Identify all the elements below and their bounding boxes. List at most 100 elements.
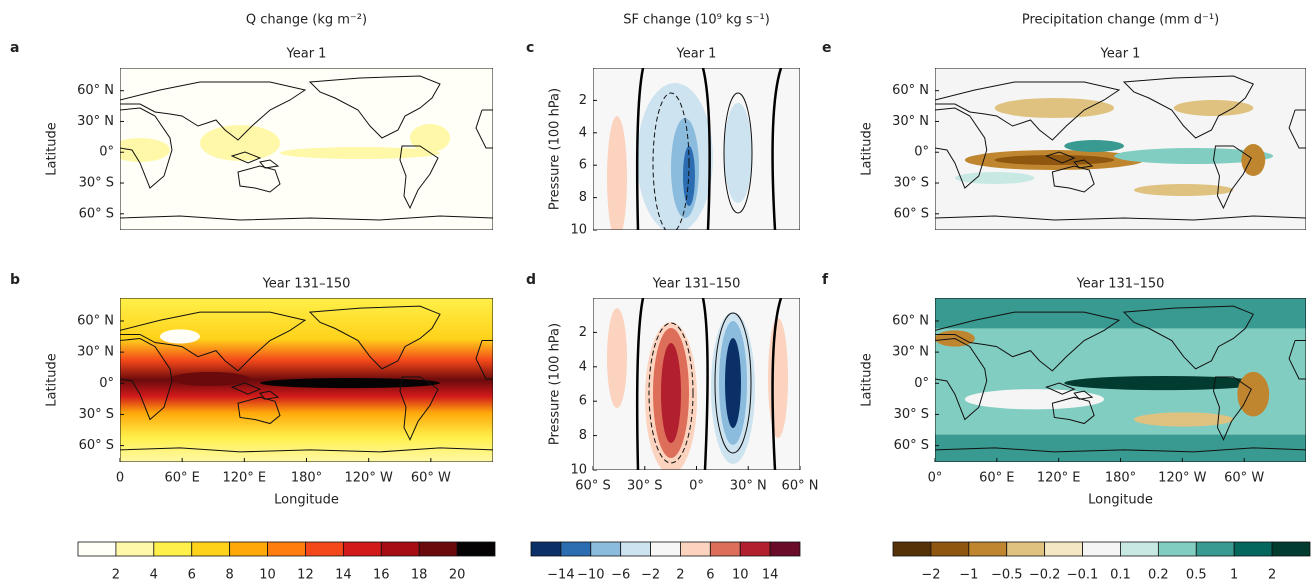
y-tick-label: 30° N [77,114,114,129]
colorbar-tick-label: −10 [577,568,604,583]
colorbar-swatch [892,541,932,557]
colorbar-swatch [77,541,117,557]
x-tick-label: 30° N [730,479,767,494]
x-tick-label: 30° S [627,479,662,494]
y-tick-label: 6 [579,394,587,409]
colorbar-swatch [267,541,306,557]
column-title: Q change (kg m⁻²) [246,13,367,28]
x-tick-label: 120° E [222,471,266,486]
panel-label: c [526,40,534,56]
colorbar-tick-label: −14 [547,568,574,583]
x-axis-label: Longitude [1088,493,1153,508]
panel-label: e [822,40,832,56]
colorbar-tick-label: −6 [611,568,630,583]
panel-subtitle: Year 131–150 [1076,277,1165,292]
y-tick-label: 30° S [894,407,929,422]
x-tick-label: 60° N [782,479,819,494]
colorbar-swatch [709,541,741,557]
y-tick-label: 2 [579,93,587,108]
x-tick-label: 120° W [1158,471,1206,486]
colorbar-tick-label: 20 [449,568,466,583]
panel-label: a [10,40,19,56]
map-e [935,68,1306,230]
colorbar-swatch [620,541,651,557]
x-tick-label: 120° E [1037,471,1081,486]
section-c [593,68,800,230]
colorbar-swatch [650,541,681,557]
panel-label: d [526,272,536,288]
y-tick-label: 30° S [79,176,114,191]
y-tick-label: 60° N [77,313,114,328]
colorbar-swatch [229,541,268,557]
colorbar-swatch [530,541,562,557]
y-axis-label: Latitude [45,353,60,407]
colorbar-tick-label: 1 [1230,568,1238,583]
x-tick-label: 0° [689,479,704,494]
colorbar-swatch [418,541,458,557]
x-tick-label: 180° [1105,471,1136,486]
y-tick-label: 30° N [892,114,929,129]
colorbar-tick-label: 0.1 [1110,568,1131,583]
map-b [120,298,493,462]
colorbar-tick-label: −2 [921,568,940,583]
colorbar-swatch [680,541,711,557]
colorbar-tick-label: −1 [959,568,978,583]
x-tick-label: 0° [928,471,943,486]
colorbar-swatch [342,541,382,557]
panel-subtitle: Year 131–150 [262,277,351,292]
y-tick-label: 10 [570,463,587,478]
y-tick-label: 0° [99,376,114,391]
x-tick-label: 60° E [164,471,199,486]
y-axis-label: Pressure (100 hPa) [548,88,563,210]
y-tick-label: 30° N [77,345,114,360]
colorbar-tick-label: 6 [188,568,196,583]
panel-subtitle: Year 1 [286,47,327,62]
y-tick-label: 8 [579,190,587,205]
colorbar-tick-label: 18 [411,568,428,583]
y-tick-label: 60° N [892,83,929,98]
column-title: SF change (10⁹ kg s⁻¹) [623,13,770,28]
colorbar-swatch [1082,541,1121,557]
y-axis-label: Latitude [860,122,875,176]
colorbar-swatch [115,541,155,557]
panel-subtitle: Year 1 [1100,47,1141,62]
y-tick-label: 2 [579,325,587,340]
map-f [935,298,1306,462]
y-tick-label: 60° S [79,438,114,453]
colorbar-swatch [305,541,344,557]
colorbar-tick-label: 6 [706,568,714,583]
map-a [120,68,493,230]
y-tick-label: 0° [99,145,114,160]
colorbar-swatch [1044,541,1083,557]
colorbar-tick-label: 2 [112,568,120,583]
colorbar-tick-label: 10 [259,568,276,583]
y-tick-label: 4 [579,359,587,374]
y-tick-label: 0° [914,145,929,160]
y-axis-label: Latitude [45,122,60,176]
colorbar-tick-label: 2 [1268,568,1276,583]
panel-label: b [10,272,20,288]
colorbar-swatch [153,541,193,557]
colorbar-tick-label: 2 [676,568,684,583]
y-tick-label: 30° S [79,407,114,422]
y-tick-label: 60° N [77,83,114,98]
colorbar-swatch [1271,541,1311,557]
y-tick-label: 30° N [892,345,929,360]
colorbar-tick-label: −0.5 [991,568,1023,583]
y-axis-label: Pressure (100 hPa) [548,323,563,445]
x-tick-label: 0 [116,471,124,486]
colorbar-tick-label: 4 [150,568,158,583]
colorbar-swatch [380,541,420,557]
y-tick-label: 60° N [892,313,929,328]
colorbar-swatch [590,541,622,557]
panel-label: f [822,272,829,288]
colorbar-swatch [191,541,231,557]
colorbar-swatch [1006,541,1046,557]
colorbar-swatch [1120,541,1159,557]
x-axis-label: Longitude [274,493,339,508]
y-axis-label: Latitude [860,353,875,407]
x-tick-label: 60° W [411,471,451,486]
panel-subtitle: Year 131–150 [652,277,741,292]
y-tick-label: 0° [914,376,929,391]
